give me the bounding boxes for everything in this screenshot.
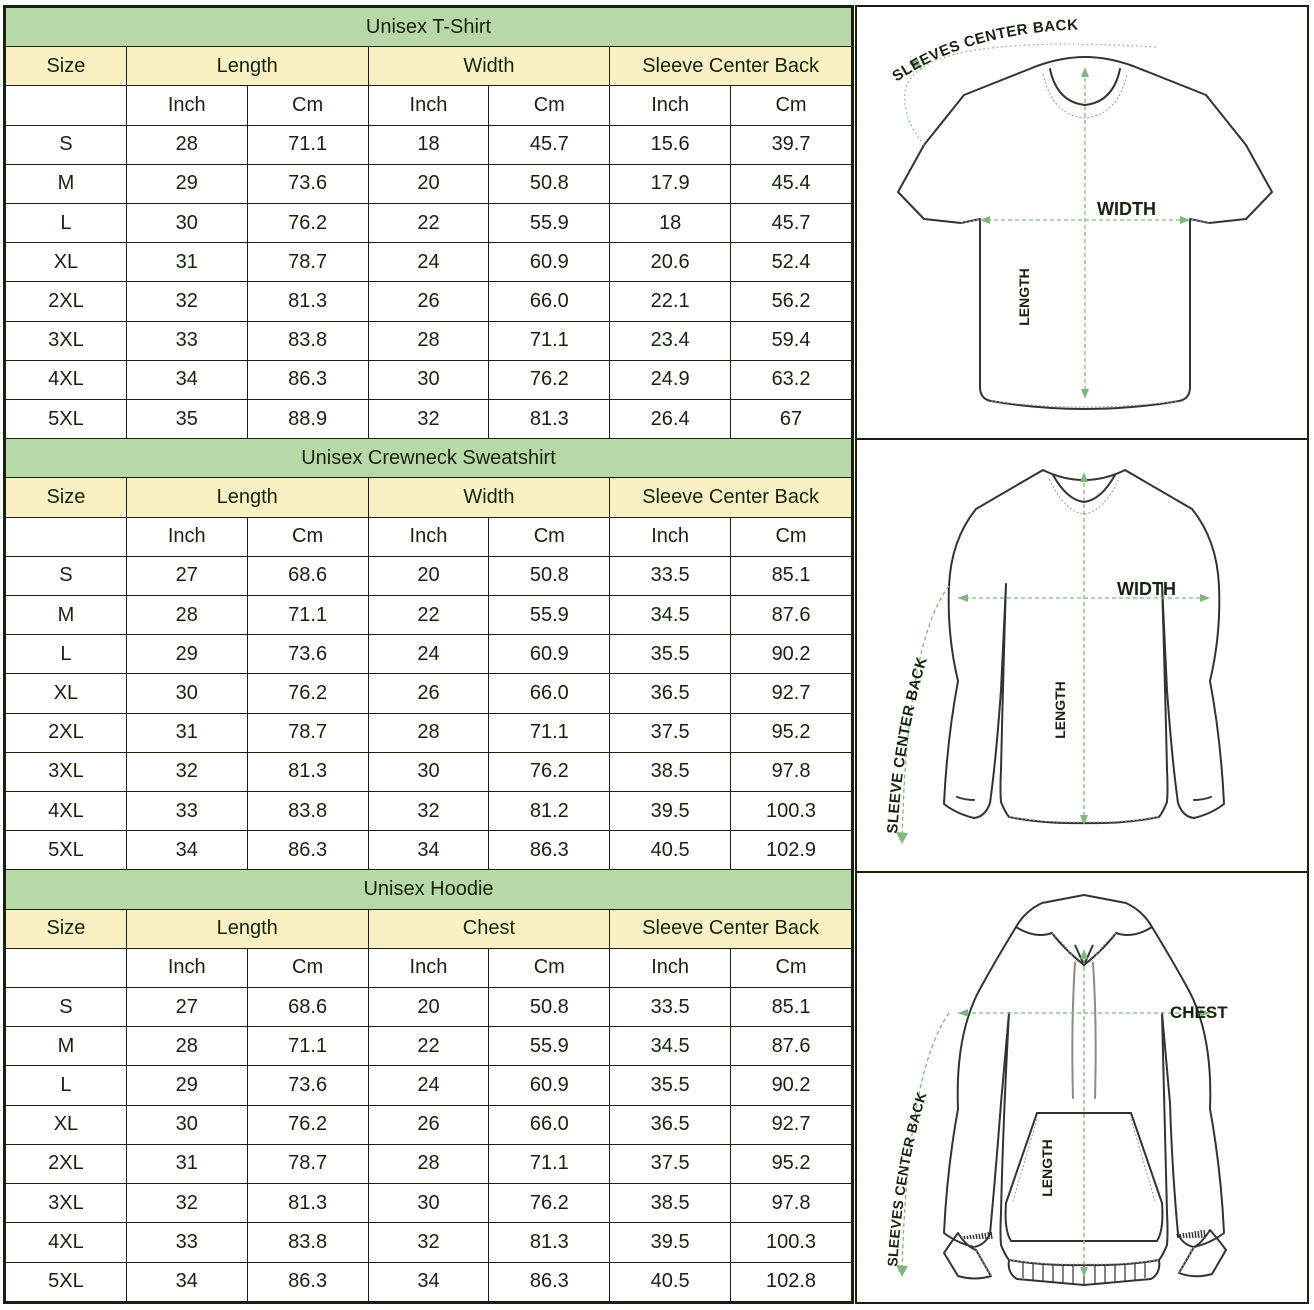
svg-text:CHEST: CHEST (1170, 1003, 1228, 1022)
svg-text:LENGTH: LENGTH (1052, 681, 1068, 739)
svg-text:SLEEVES CENTER BACK: SLEEVES CENTER BACK (884, 1090, 929, 1267)
svg-text:WIDTH: WIDTH (1117, 579, 1176, 599)
svg-text:WIDTH: WIDTH (1097, 199, 1156, 219)
svg-text:SLEEVE CENTER BACK: SLEEVE CENTER BACK (884, 655, 931, 834)
svg-text:LENGTH: LENGTH (1039, 1139, 1055, 1197)
svg-text:LENGTH: LENGTH (1016, 268, 1032, 326)
